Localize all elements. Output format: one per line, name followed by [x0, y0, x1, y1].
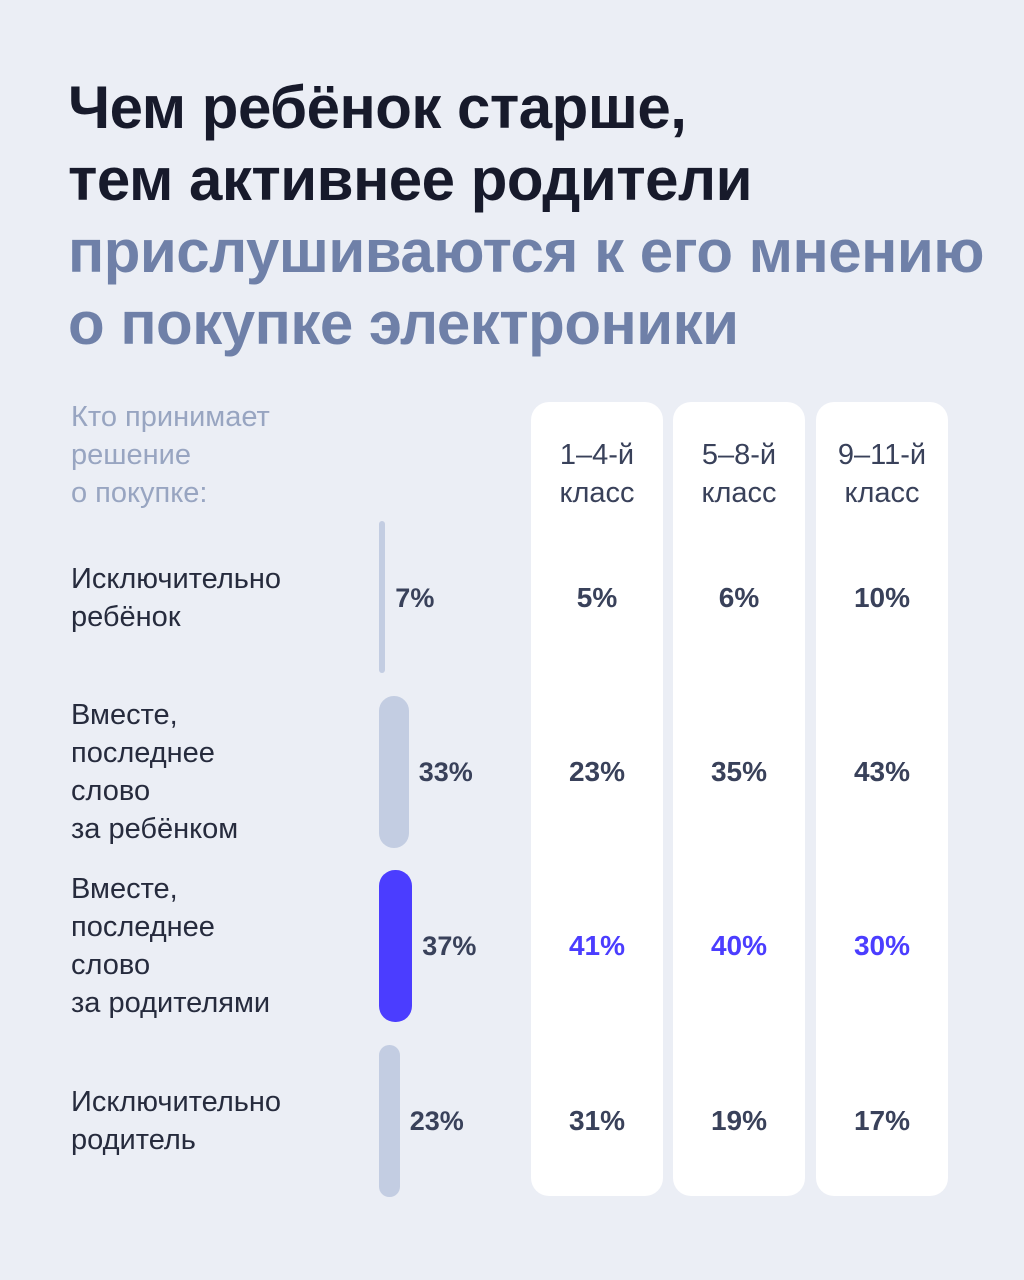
- total-label-3: 37%: [422, 931, 477, 961]
- column-header-2: 5–8-й класс: [673, 436, 805, 512]
- column-card-3: [816, 402, 948, 1196]
- row-header-line-3: о покупке:: [71, 477, 208, 509]
- total-bar-2: [379, 696, 409, 848]
- total-label-2: 33%: [418, 757, 473, 787]
- total-bar-1: [379, 521, 386, 673]
- column-header-3: 9–11-й класс: [816, 436, 948, 512]
- row-header-label: Кто принимает решение о покупке:: [71, 398, 331, 512]
- row-label-3: Вместе, последнее слово за родителями: [71, 870, 361, 1022]
- column-header-line: класс: [701, 477, 777, 509]
- column-card-1: [531, 402, 663, 1196]
- total-label-1: 7%: [395, 583, 435, 613]
- cell-value: 30%: [853, 930, 911, 961]
- row-label-line: Вместе,: [71, 699, 178, 731]
- row-label-line: родитель: [71, 1124, 196, 1156]
- row-label-2: Вместе, последнее слово за ребёнком: [71, 696, 361, 848]
- row-label-line: Исключительно: [71, 1086, 281, 1118]
- column-header-line: 5–8-й: [701, 439, 777, 471]
- row-label-line: последнее: [71, 737, 215, 769]
- row-label-line: слово: [71, 949, 151, 981]
- total-bar-3: [379, 870, 413, 1022]
- column-header-line: класс: [844, 477, 920, 509]
- cell-value: 41%: [568, 930, 626, 961]
- row-header-line-1: Кто принимает: [71, 401, 270, 433]
- title-line-2: тем активнее родители: [68, 146, 752, 213]
- total-label-4: 23%: [409, 1106, 464, 1136]
- row-label-line: за ребёнком: [71, 813, 239, 845]
- column-header-line: 1–4-й: [559, 439, 635, 471]
- row-label-4: Исключительно родитель: [71, 1083, 361, 1159]
- cell-value: 40%: [710, 930, 768, 961]
- cell-value: 19%: [710, 1105, 768, 1136]
- title-line-4: о покупке электроники: [68, 290, 739, 357]
- cell-value: 35%: [710, 756, 768, 787]
- cell-value: 6%: [718, 582, 760, 613]
- cell-value: 43%: [853, 756, 911, 787]
- total-bar-4: [379, 1045, 400, 1197]
- row-label-1: Исключительно ребёнок: [71, 560, 361, 636]
- cell-value: 5%: [576, 582, 618, 613]
- column-header-1: 1–4-й класс: [531, 436, 663, 512]
- title-line-1: Чем ребёнок старше,: [68, 74, 687, 141]
- column-header-line: 9–11-й: [837, 439, 927, 471]
- row-label-line: слово: [71, 775, 151, 807]
- chart-title: Чем ребёнок старше, тем активнее родител…: [68, 72, 985, 360]
- column-header-line: класс: [559, 477, 635, 509]
- title-line-3: прислушиваются к его мнению: [68, 218, 985, 285]
- row-header-line-2: решение: [71, 439, 191, 471]
- row-label-line: ребёнок: [71, 601, 181, 633]
- row-label-line: Исключительно: [71, 563, 281, 595]
- cell-value: 10%: [853, 582, 911, 613]
- row-label-line: последнее: [71, 911, 215, 943]
- cell-value: 31%: [568, 1105, 626, 1136]
- cell-value: 17%: [853, 1105, 911, 1136]
- row-label-line: за родителями: [71, 987, 271, 1019]
- column-card-2: [673, 402, 805, 1196]
- row-label-line: Вместе,: [71, 873, 178, 905]
- cell-value: 23%: [568, 756, 626, 787]
